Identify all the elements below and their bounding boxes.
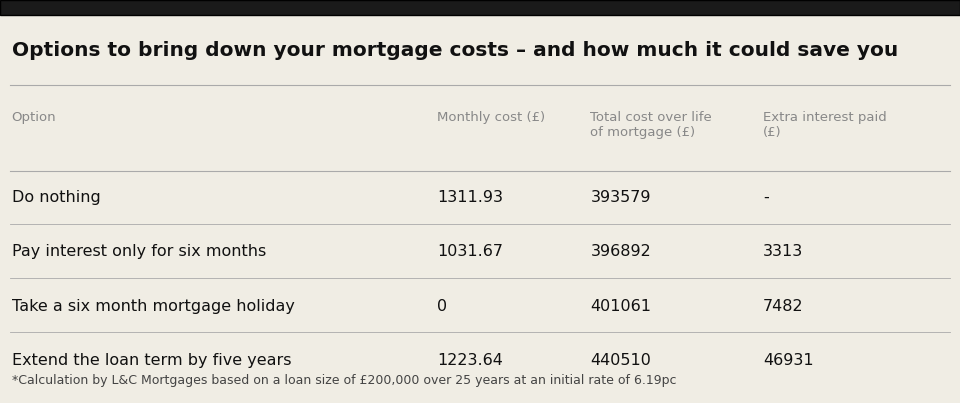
Text: Monthly cost (£): Monthly cost (£)	[437, 111, 545, 124]
Text: 396892: 396892	[590, 244, 651, 260]
Text: -: -	[763, 190, 769, 205]
Text: 7482: 7482	[763, 299, 804, 314]
Text: Total cost over life
of mortgage (£): Total cost over life of mortgage (£)	[590, 111, 712, 139]
Text: Extend the loan term by five years: Extend the loan term by five years	[12, 353, 291, 368]
Text: 0: 0	[437, 299, 447, 314]
Text: Options to bring down your mortgage costs – and how much it could save you: Options to bring down your mortgage cost…	[12, 41, 898, 60]
Text: 1311.93: 1311.93	[437, 190, 503, 205]
Text: 3313: 3313	[763, 244, 804, 260]
Text: Do nothing: Do nothing	[12, 190, 100, 205]
Text: Option: Option	[12, 111, 56, 124]
Text: 1031.67: 1031.67	[437, 244, 503, 260]
Text: *Calculation by L&C Mortgages based on a loan size of £200,000 over 25 years at : *Calculation by L&C Mortgages based on a…	[12, 374, 676, 387]
Text: 393579: 393579	[590, 190, 651, 205]
Text: Extra interest paid
(£): Extra interest paid (£)	[763, 111, 887, 139]
Text: Pay interest only for six months: Pay interest only for six months	[12, 244, 266, 260]
Text: 440510: 440510	[590, 353, 651, 368]
Text: 46931: 46931	[763, 353, 814, 368]
Text: 1223.64: 1223.64	[437, 353, 503, 368]
Text: Take a six month mortgage holiday: Take a six month mortgage holiday	[12, 299, 295, 314]
Text: 401061: 401061	[590, 299, 652, 314]
